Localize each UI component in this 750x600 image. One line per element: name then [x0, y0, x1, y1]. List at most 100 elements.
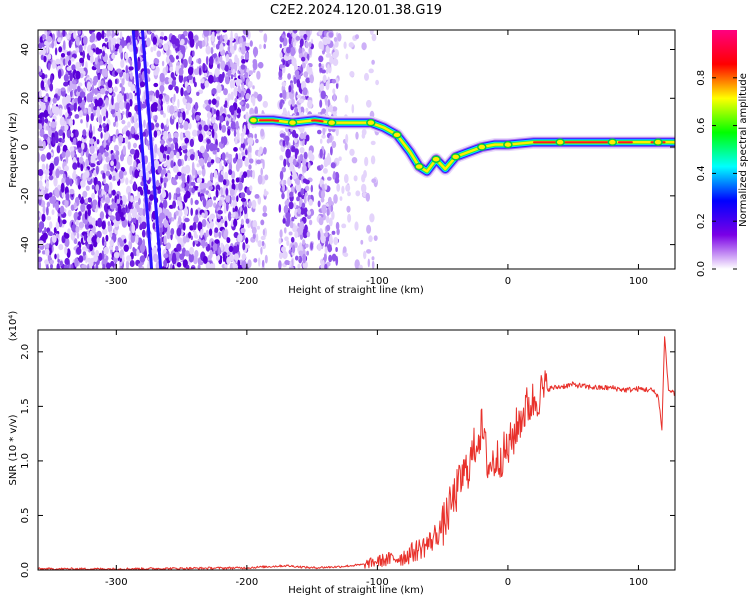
- spectrogram-noise-cell: [256, 225, 261, 230]
- spectrogram-noise-cell: [47, 53, 52, 60]
- spectrogram-noise-cell: [38, 119, 43, 124]
- spectrogram-noise-cell: [190, 197, 193, 206]
- spectrogram-noise-cell: [189, 138, 194, 148]
- spectrogram-noise-cell: [127, 191, 131, 202]
- snr-series-line: [38, 336, 675, 570]
- spectrogram-noise-cell: [373, 235, 378, 242]
- spectrogram-noise-cell: [297, 207, 302, 215]
- spectrogram-noise-cell: [44, 96, 49, 103]
- spectrogram-noise-cell: [75, 36, 79, 46]
- spectrogram-noise-cell: [228, 52, 232, 58]
- spectrogram-noise-cell: [248, 200, 252, 208]
- spectrogram-noise-cell: [160, 110, 164, 115]
- spectrogram-noise-cell: [229, 188, 235, 197]
- spectrogram-noise-cell: [166, 154, 170, 161]
- spectrogram-noise-cell: [176, 262, 182, 268]
- spectrogram-noise-cell: [235, 177, 240, 183]
- spectrogram-noise-cell: [248, 158, 254, 164]
- spectrogram-noise-cell: [192, 255, 198, 265]
- spectrogram-noise-cell: [303, 195, 307, 204]
- spectrogram-noise-cell: [309, 74, 315, 84]
- spectrogram-noise-cell: [41, 116, 45, 126]
- spectrogram-noise-cell: [59, 205, 65, 215]
- spectrogram-noise-cell: [322, 259, 325, 269]
- spectrogram-noise-cell: [39, 89, 42, 99]
- spectrogram-noise-cell: [182, 58, 188, 68]
- spectrogram-noise-cell: [327, 76, 331, 86]
- spectrogram-noise-cell: [302, 158, 306, 167]
- spectrogram-noise-cell: [95, 263, 99, 269]
- spectrogram-noise-cell: [291, 37, 295, 43]
- snr-frame: [37, 329, 676, 571]
- spectrogram-noise-cell: [128, 45, 134, 52]
- spectrogram-noise-cell: [75, 47, 80, 53]
- spectrogram-noise-cell: [215, 156, 220, 164]
- spectrogram-noise-cell: [133, 122, 140, 129]
- spectrogram-noise-cell: [351, 104, 355, 114]
- spectrogram-noise-cell: [64, 257, 70, 266]
- spectrogram-noise-cell: [97, 217, 103, 228]
- spectrogram-noise-cell: [172, 200, 177, 209]
- spectrogram-noise-cell: [192, 76, 196, 84]
- spectrogram-noise-cell: [178, 67, 184, 76]
- spectrogram-noise-cell: [172, 180, 178, 186]
- spectrogram-noise-cell: [174, 142, 179, 151]
- spectrogram-noise-cell: [325, 68, 329, 75]
- spectrogram-noise-cell: [337, 33, 342, 42]
- spectrogram-noise-cell: [66, 128, 72, 139]
- spectrogram-noise-cell: [285, 138, 289, 146]
- spectrogram-noise-cell: [226, 120, 229, 127]
- spectrogram-noise-cell: [339, 196, 343, 201]
- spectrogram-noise-cell: [73, 238, 78, 245]
- snr-y-multiplier: (x10⁴): [8, 311, 19, 342]
- spectrogram-noise-cell: [241, 151, 245, 157]
- spectrogram-noise-cell: [44, 193, 50, 201]
- spectrogram-noise-cell: [238, 181, 243, 191]
- spectrogram-noise-cell: [59, 116, 65, 127]
- spectrogram-noise-cell: [206, 161, 212, 168]
- spectrogram-noise-cell: [308, 199, 314, 206]
- spectrogram-noise-cell: [215, 116, 221, 121]
- spectrogram-noise-cell: [202, 62, 206, 71]
- spectrogram-noise-cell: [188, 187, 193, 193]
- spectrogram-noise-cell: [190, 154, 195, 161]
- spectrogram-noise-cell: [94, 57, 98, 65]
- spectrogram-noise-cell: [321, 42, 324, 51]
- colorbar-label: Normalized spectral amplitude: [738, 73, 749, 227]
- spectrogram-noise-cell: [114, 78, 118, 84]
- spectrogram-noise-cell: [53, 156, 59, 166]
- spectrogram-noise-cell: [368, 235, 373, 243]
- spectrogram-noise-cell: [229, 39, 233, 49]
- spectrogram-noise-cell: [195, 209, 199, 216]
- spectrogram-noise-cell: [52, 97, 57, 104]
- spectrogram-noise-cell: [84, 198, 89, 204]
- spectrogram-noise-cell: [248, 144, 252, 155]
- spectrogram-noise-cell: [170, 228, 175, 236]
- spectrogram-noise-cell: [288, 231, 293, 236]
- spectrogram-noise-cell: [290, 46, 296, 57]
- spectrogram-noise-cell: [128, 57, 131, 64]
- spectrogram-noise-cell: [38, 131, 41, 137]
- spectrogram-noise-cell: [179, 124, 184, 129]
- spectrogram-noise-cell: [129, 148, 136, 155]
- spectrogram-noise-cell: [320, 164, 324, 170]
- spectrogram-noise-cell: [320, 197, 325, 203]
- spectrogram-noise-cell: [184, 130, 191, 137]
- spectrogram-noise-cell: [284, 260, 290, 265]
- spectrogram-noise-cell: [41, 73, 46, 80]
- spectrogram-noise-cell: [160, 236, 163, 244]
- spectrogram-noise-cell: [157, 165, 162, 174]
- spectrogram-noise-cell: [225, 152, 229, 158]
- spectrogram-noise-cell: [98, 114, 103, 125]
- spectrogram-ridge-blob: [607, 138, 618, 146]
- spectrogram-noise-cell: [289, 55, 294, 60]
- spectrogram-noise-cell: [110, 42, 114, 51]
- spectrogram-noise-cell: [198, 67, 202, 76]
- spectrogram-noise-cell: [179, 116, 183, 124]
- spectrogram-noise-cell: [38, 139, 43, 149]
- spectrogram-noise-cell: [231, 196, 236, 201]
- spectrogram-noise-cell: [167, 211, 172, 219]
- spectrogram-noise-cell: [278, 204, 282, 213]
- spectrogram-noise-cell: [203, 72, 208, 77]
- spectrogram-noise-cell: [113, 86, 118, 93]
